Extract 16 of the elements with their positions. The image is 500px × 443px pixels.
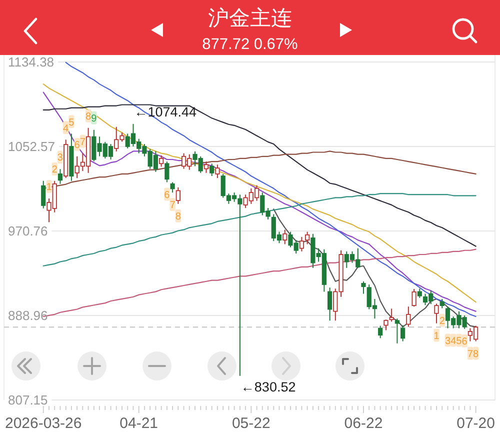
x-tick-label: 06-22 bbox=[344, 415, 383, 432]
y-tick-label: 1134.38 bbox=[8, 54, 54, 70]
x-tick-label: 04-21 bbox=[120, 415, 158, 432]
y-tick-label: 970.76 bbox=[8, 224, 48, 239]
text: 3 bbox=[57, 152, 63, 164]
chart-subtitle: 877.72 0.67% bbox=[202, 36, 298, 53]
y-tick-label: 807.15 bbox=[8, 392, 48, 408]
x-tick-label: 05-22 bbox=[232, 415, 270, 432]
text: 8 bbox=[175, 212, 181, 222]
chart-title: 沪金主连 bbox=[208, 7, 292, 30]
x-tick-label: 07-20 bbox=[456, 415, 495, 432]
y-tick-label: 1052.57 bbox=[8, 139, 55, 154]
annotation: ←830.52 bbox=[240, 380, 296, 395]
line-series bbox=[65, 62, 476, 318]
x-tick-label: 2026-03-26 bbox=[5, 415, 82, 432]
y-tick-label: 888.96 bbox=[8, 308, 48, 324]
